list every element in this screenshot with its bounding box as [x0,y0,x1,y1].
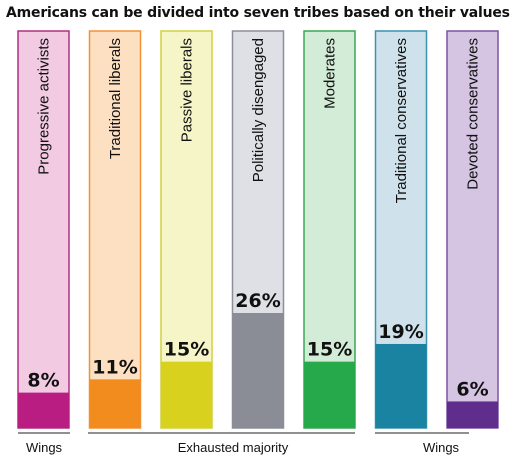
value-label: 8% [27,370,59,392]
category-label: Traditional conservatives [393,38,410,203]
tribe-column-devoted-conservatives: Devoted conservatives 6% [446,30,499,429]
value-label: 11% [92,356,137,378]
tribe-column-traditional-liberals: Traditional liberals 11% [88,30,142,429]
tribe-column-progressive-activists: Progressive activists 8% [17,30,70,429]
group-label: Exhausted majority [178,440,289,455]
value-label: 15% [307,339,352,361]
category-label: Moderates [322,38,339,109]
bar-progressive-activists [18,392,69,428]
category-label: Passive liberals [179,38,196,142]
value-label: 19% [378,321,423,343]
value-label: 26% [235,290,280,312]
category-label: Politically disengaged [250,38,267,182]
tribe-column-passive-liberals: Passive liberals 15% [160,30,213,429]
bar-traditional-liberals [89,379,141,428]
group-label: Wings [26,440,63,455]
bar-devoted-conservatives [447,401,498,428]
bar-moderates [304,361,355,428]
group-label: Wings [423,440,460,455]
bar-traditional-conservatives [375,343,427,428]
tribe-column-moderates: Moderates 15% [303,30,356,429]
column-background [446,30,499,429]
category-label: Devoted conservatives [465,38,482,190]
bar-passive-liberals [161,361,212,428]
value-label: 15% [164,339,209,361]
chart-title: Americans can be divided into seven trib… [6,5,510,21]
category-label: Traditional liberals [107,38,124,159]
value-label: 6% [456,378,488,400]
tribe-column-politically-disengaged: Politically disengaged 26% [231,30,285,429]
tribe-column-traditional-conservatives: Traditional conservatives 19% [374,30,428,429]
column-background [17,30,70,429]
category-label: Progressive activists [36,38,53,175]
bar-politically-disengaged [232,313,284,428]
